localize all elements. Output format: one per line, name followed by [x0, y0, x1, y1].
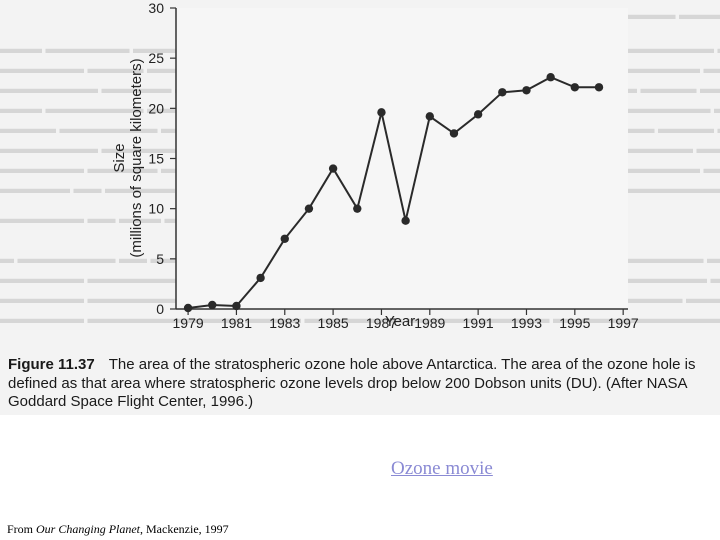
data-point: [353, 204, 362, 213]
data-point: [232, 301, 241, 311]
source-title: Our Changing Planet: [36, 522, 141, 536]
data-point: [183, 303, 193, 313]
y-tick-label: 25: [148, 50, 164, 66]
data-point: [498, 88, 507, 97]
data-point: [256, 273, 265, 283]
data-point: [449, 129, 459, 138]
x-tick-label: 1979: [173, 315, 204, 331]
x-tick-label: 1997: [608, 315, 639, 331]
ozone-movie-link[interactable]: Ozone movie: [391, 458, 493, 479]
source-credit: From Our Changing Planet, Mackenzie, 199…: [7, 522, 229, 537]
figure-caption: Figure 11.37 The area of the stratospheri…: [8, 356, 714, 412]
y-axis-title-units: (millions of square kilometers): [128, 58, 145, 257]
data-point: [401, 216, 410, 225]
figure-label: Figure 11.37: [8, 356, 95, 373]
figure-caption-text: The area of the stratospheric ozone hole…: [8, 356, 696, 410]
x-tick-label: 1993: [511, 315, 542, 331]
data-point: [377, 108, 386, 117]
series-layer: [183, 73, 604, 313]
x-tick-label: 1981: [221, 315, 252, 331]
scanned-textbook-page: ▬▬▬ ▬▬ ▬▬▬ ▬▬▬ ▬▬ ▬▬▬ ▬ ▬▬▬▬▬ ▬▬ ▬▬▬▬▬ ▬ ▬▬▬ …: [0, 0, 720, 415]
y-tick-label: 10: [148, 201, 164, 217]
x-tick-label: 1995: [559, 315, 590, 331]
series-line: [187, 76, 599, 309]
data-point: [473, 110, 483, 119]
x-tick-label: 1987: [366, 315, 397, 331]
source-suffix: , Mackenzie, 1997: [140, 522, 229, 536]
y-tick-label: 15: [148, 151, 164, 167]
x-tick-label: 1989: [414, 315, 445, 331]
source-prefix: From: [7, 522, 37, 536]
ozone-hole-chart: 0 5 10 15 20 25 30 1979 1981 1983 1985 1987 1989 1991…: [111, 0, 639, 331]
bleed-through-text: ▬▬▬▬▬▬ ▬▬▬▬▬▬▬▬▬▬▬ ▬▬▬▬ ▬▬▬▬▬▬▬ ▬▬▬▬▬ ▬▬…: [0, 312, 720, 327]
data-point: [522, 86, 531, 95]
x-axis-title: Year: [385, 313, 415, 330]
data-point: [425, 112, 434, 121]
y-axis-title: Size (millions of square kilometers): [111, 58, 145, 257]
y-tick-label: 30: [148, 0, 164, 16]
y-tick-label: 5: [156, 251, 164, 267]
data-point: [328, 164, 338, 173]
x-tick-label: 1983: [269, 315, 300, 331]
data-point: [280, 234, 289, 243]
ticks: 0 5 10 15 20 25 30 1979 1981 1983 1985 1987 1989 1991…: [148, 0, 639, 331]
data-point: [304, 204, 314, 213]
y-tick-label: 0: [156, 301, 164, 317]
x-tick-label: 1991: [463, 315, 494, 331]
data-point: [546, 73, 555, 82]
data-point: [208, 300, 217, 310]
data-point: [570, 83, 580, 92]
x-tick-label: 1985: [318, 315, 349, 331]
y-axis-title-main: Size: [111, 143, 128, 172]
data-point: [594, 83, 604, 92]
plot-area-background: [176, 8, 628, 309]
y-tick-label: 20: [148, 100, 164, 116]
